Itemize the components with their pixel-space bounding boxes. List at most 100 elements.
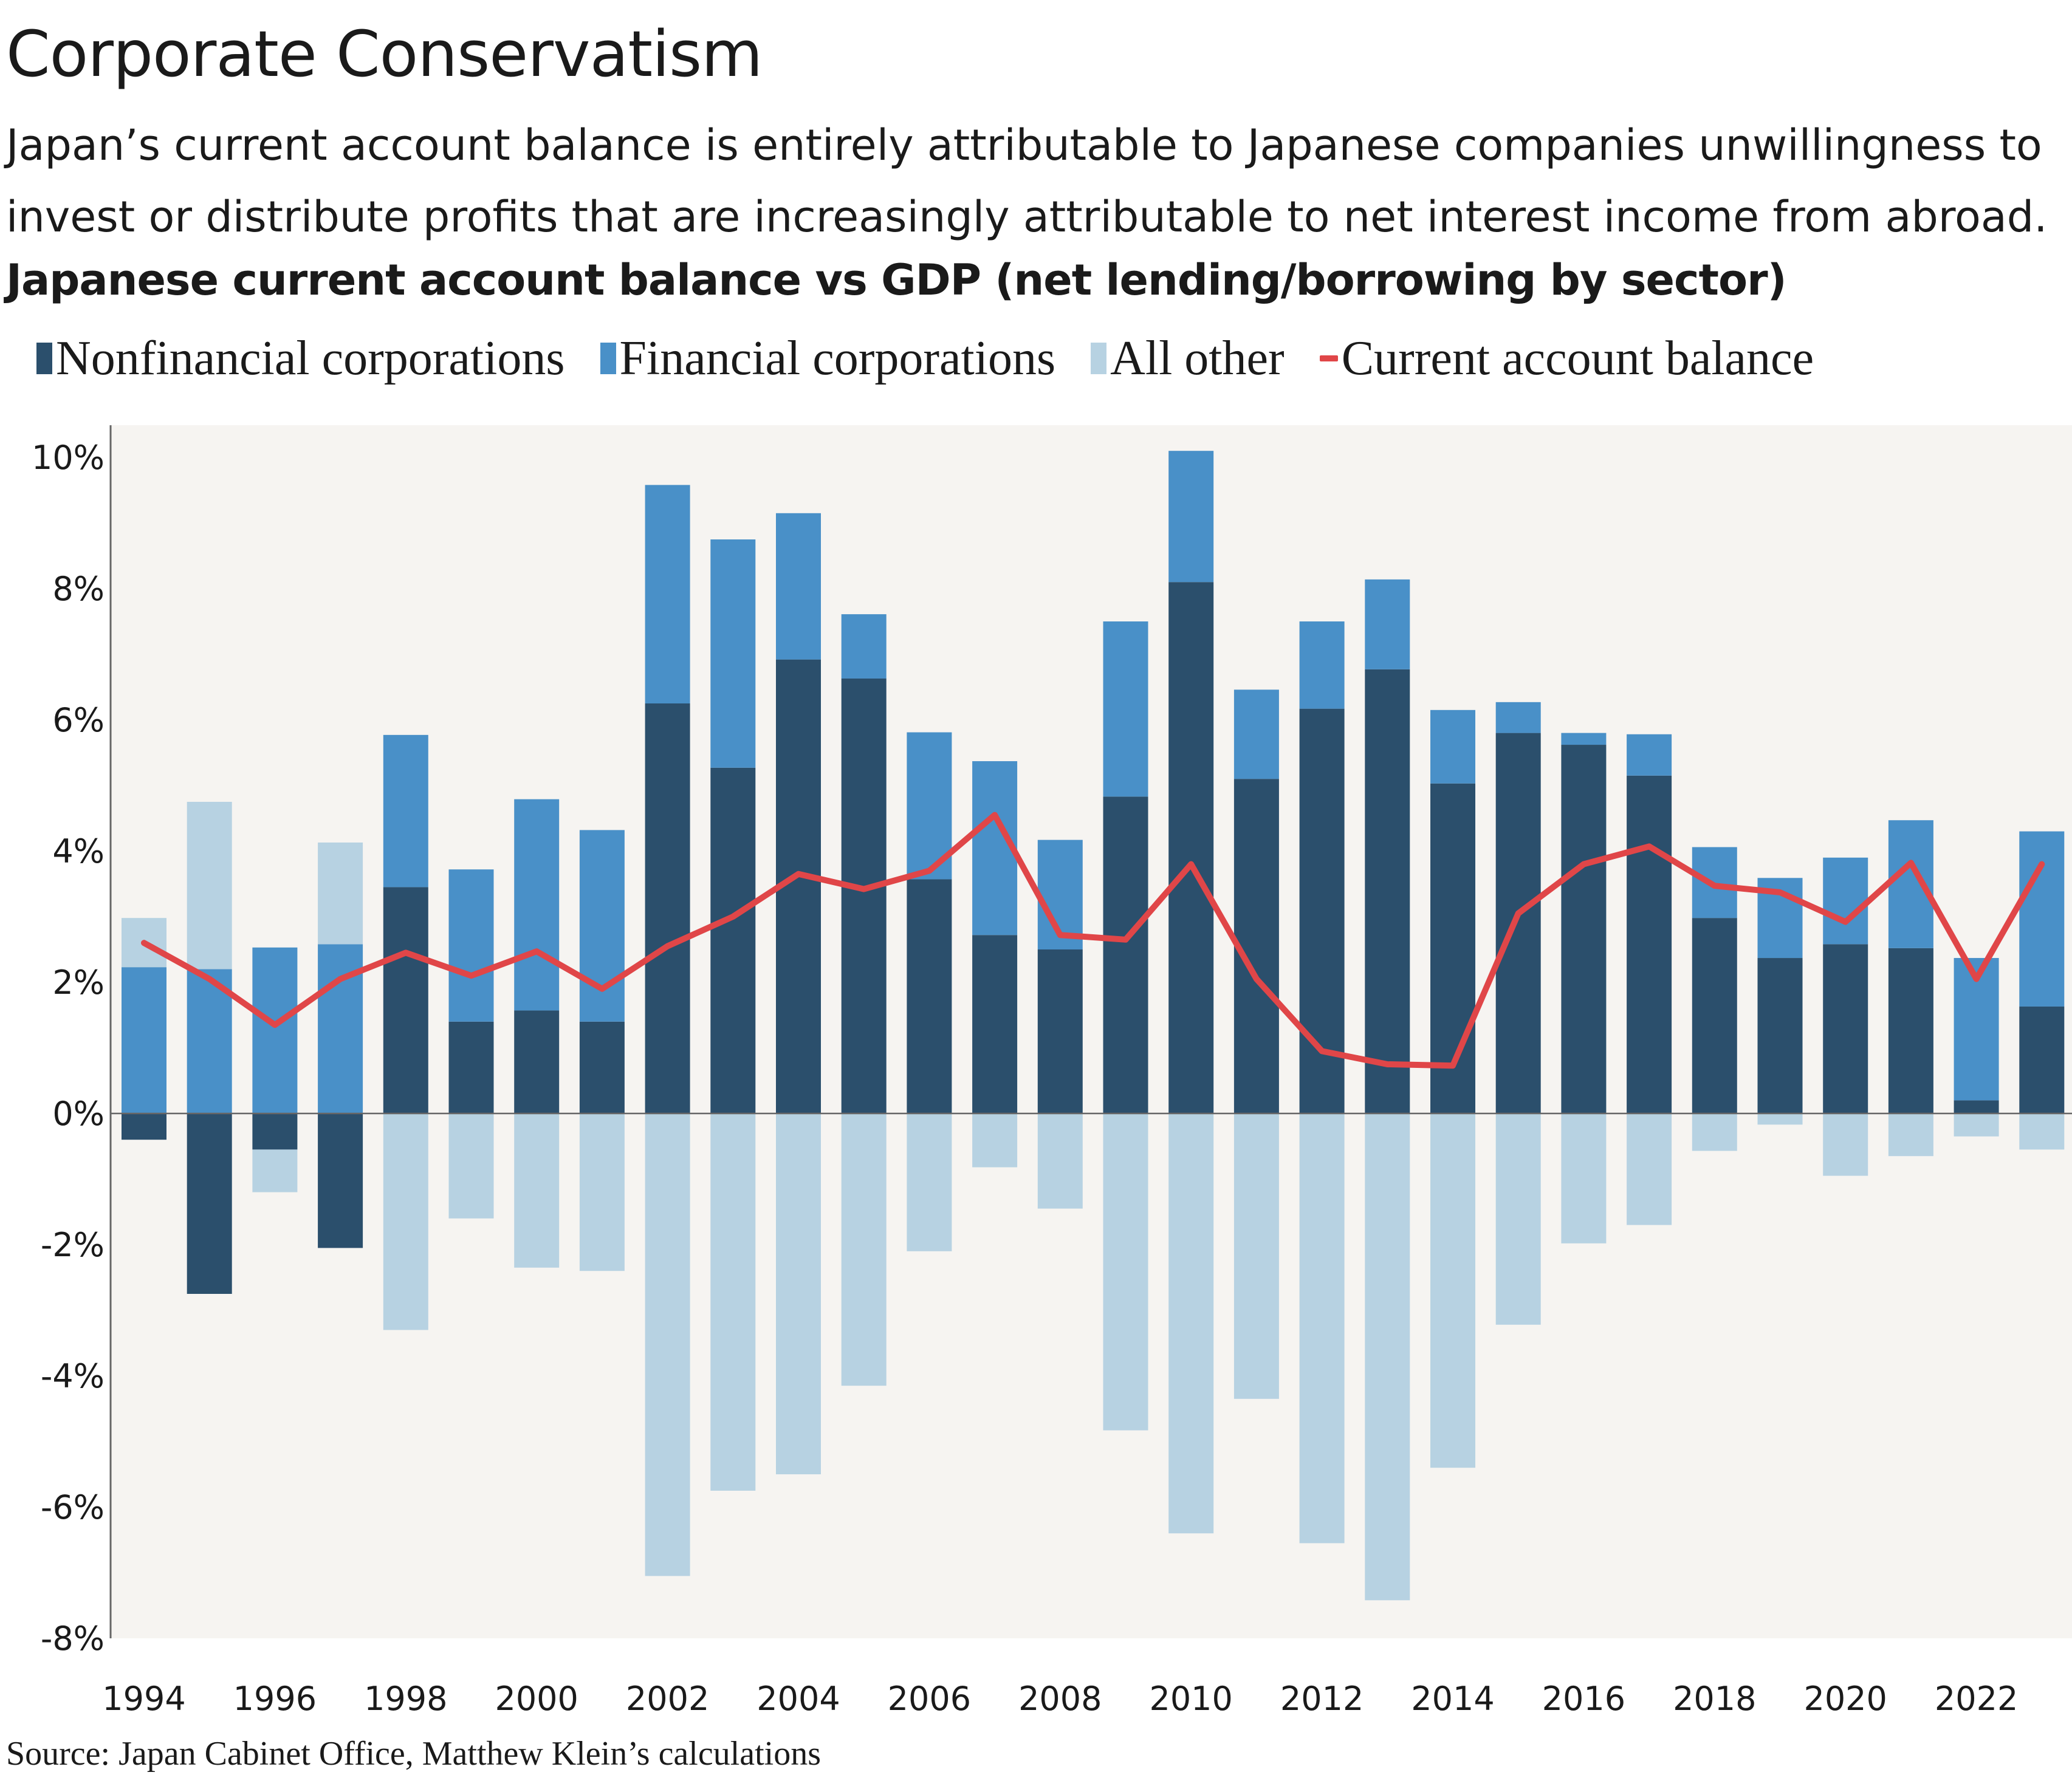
- x-tick-label: 2014: [1411, 1680, 1494, 1718]
- x-tick-label: 2006: [888, 1680, 971, 1718]
- bar-other-2008: [1037, 1113, 1083, 1209]
- bar-financial-2001: [579, 830, 625, 1022]
- bar-financial-2020: [1823, 857, 1868, 945]
- bar-nonfinancial-1998: [383, 887, 428, 1113]
- y-tick-label: -2%: [41, 1226, 105, 1264]
- bar-other-2018: [1692, 1113, 1737, 1151]
- bar-financial-2023: [2019, 831, 2065, 1007]
- x-tick-label: 2002: [626, 1680, 709, 1718]
- y-tick-label: 10%: [32, 439, 105, 477]
- y-tick-label: 4%: [52, 832, 105, 870]
- bar-other-1995: [187, 802, 232, 970]
- bar-other-2002: [645, 1113, 690, 1576]
- bar-nonfinancial-2019: [1757, 958, 1803, 1113]
- legend-label-current-account: Current account balance: [1341, 331, 1814, 385]
- bar-other-2019: [1757, 1113, 1803, 1125]
- bar-nonfinancial-2010: [1168, 582, 1214, 1113]
- bar-financial-1996: [252, 947, 298, 1113]
- legend-swatch-financial: [600, 343, 616, 374]
- bars-group: [122, 451, 2065, 1601]
- bar-financial-2017: [1627, 734, 1672, 776]
- bar-financial-1998: [383, 734, 428, 887]
- bar-financial-2012: [1299, 621, 1345, 709]
- page-subtitle: Japan’s current account balance is entir…: [6, 120, 2048, 242]
- legend-swatch-nonfinancial: [36, 343, 52, 374]
- bar-nonfinancial-2021: [1888, 948, 1933, 1113]
- bar-other-2011: [1233, 1113, 1279, 1399]
- bar-financial-2004: [776, 513, 821, 660]
- bar-other-2017: [1627, 1113, 1672, 1225]
- bar-other-2016: [1561, 1113, 1607, 1243]
- x-tick-label: 2004: [756, 1680, 840, 1718]
- bar-nonfinancial-2006: [907, 879, 952, 1113]
- y-tick-label: -4%: [41, 1357, 105, 1395]
- bar-nonfinancial-2017: [1627, 775, 1672, 1113]
- bar-other-2004: [776, 1113, 821, 1474]
- bar-financial-1994: [122, 967, 166, 1113]
- source-note: Source: Japan Cabinet Office, Matthew Kl…: [6, 1735, 822, 1773]
- bar-other-2023: [2019, 1113, 2065, 1150]
- bar-other-2000: [514, 1113, 560, 1268]
- bar-other-2003: [710, 1113, 756, 1491]
- bar-nonfinancial-2005: [841, 678, 887, 1113]
- chart-title: Japanese current account balance vs GDP …: [6, 255, 1787, 305]
- bar-nonfinancial-2018: [1692, 918, 1737, 1113]
- y-tick-label: 2%: [52, 963, 105, 1002]
- x-tick-label: 2022: [1935, 1680, 2018, 1718]
- bar-other-1999: [448, 1113, 494, 1219]
- legend-item-other: All other: [1091, 331, 1285, 386]
- bar-other-2012: [1299, 1113, 1345, 1544]
- bar-nonfinancial-2008: [1037, 949, 1083, 1113]
- y-tick-label: -6%: [41, 1488, 105, 1527]
- y-tick-label: 8%: [52, 570, 105, 608]
- bar-other-2005: [841, 1113, 887, 1386]
- x-tick-label: 2010: [1149, 1680, 1232, 1718]
- bar-nonfinancial-2002: [645, 703, 690, 1113]
- x-tick-label: 2020: [1803, 1680, 1887, 1718]
- bar-other-2015: [1495, 1113, 1541, 1325]
- y-tick-label: -8%: [41, 1619, 105, 1658]
- bar-financial-2015: [1495, 702, 1541, 733]
- bar-nonfinancial-2000: [514, 1010, 560, 1113]
- page-title: Corporate Conservatism: [6, 17, 763, 91]
- x-tick-label: 2008: [1018, 1680, 1102, 1718]
- bar-other-2020: [1823, 1113, 1868, 1176]
- bar-nonfinancial-2013: [1365, 669, 1410, 1113]
- bar-nonfinancial-2003: [710, 767, 756, 1113]
- bar-other-2021: [1888, 1113, 1933, 1157]
- legend-swatch-other: [1091, 343, 1107, 374]
- x-tick-label: 1996: [233, 1680, 317, 1718]
- bar-other-2006: [907, 1113, 952, 1251]
- bar-other-2007: [972, 1113, 1018, 1168]
- bar-financial-2010: [1168, 451, 1214, 583]
- current-account-line: [141, 812, 2045, 1069]
- chart-legend: Nonfinancial corporations Financial corp…: [36, 328, 1814, 389]
- y-axis-ticks: 10% 8% 6% 4% 2% 0% -2% -4% -6% -8%: [32, 439, 105, 1658]
- bar-nonfinancial-2011: [1233, 779, 1279, 1113]
- bar-other-1998: [383, 1113, 428, 1330]
- bar-nonfinancial-2022: [1954, 1100, 1999, 1113]
- legend-label-nonfinancial: Nonfinancial corporations: [56, 331, 565, 385]
- bar-nonfinancial-1996: [252, 1113, 298, 1150]
- y-tick-label: 6%: [52, 701, 105, 739]
- legend-label-other: All other: [1110, 331, 1285, 385]
- x-tick-label: 2000: [495, 1680, 578, 1718]
- bar-other-1997: [318, 842, 363, 945]
- bar-financial-2011: [1233, 689, 1279, 779]
- bar-financial-2002: [645, 485, 690, 703]
- bar-nonfinancial-2007: [972, 935, 1018, 1113]
- bar-nonfinancial-1997: [318, 1113, 363, 1248]
- bar-financial-2013: [1365, 579, 1410, 669]
- bar-other-2010: [1168, 1113, 1214, 1534]
- bar-nonfinancial-2015: [1495, 733, 1541, 1113]
- bar-financial-1999: [448, 869, 494, 1022]
- x-tick-label: 1998: [364, 1680, 447, 1718]
- bar-financial-2005: [841, 614, 887, 679]
- bar-nonfinancial-1999: [448, 1021, 494, 1113]
- bar-other-2009: [1103, 1113, 1148, 1431]
- bar-other-2014: [1430, 1113, 1475, 1468]
- bar-nonfinancial-2001: [579, 1021, 625, 1113]
- y-tick-label: 0%: [52, 1095, 105, 1133]
- legend-item-nonfinancial: Nonfinancial corporations: [36, 331, 565, 386]
